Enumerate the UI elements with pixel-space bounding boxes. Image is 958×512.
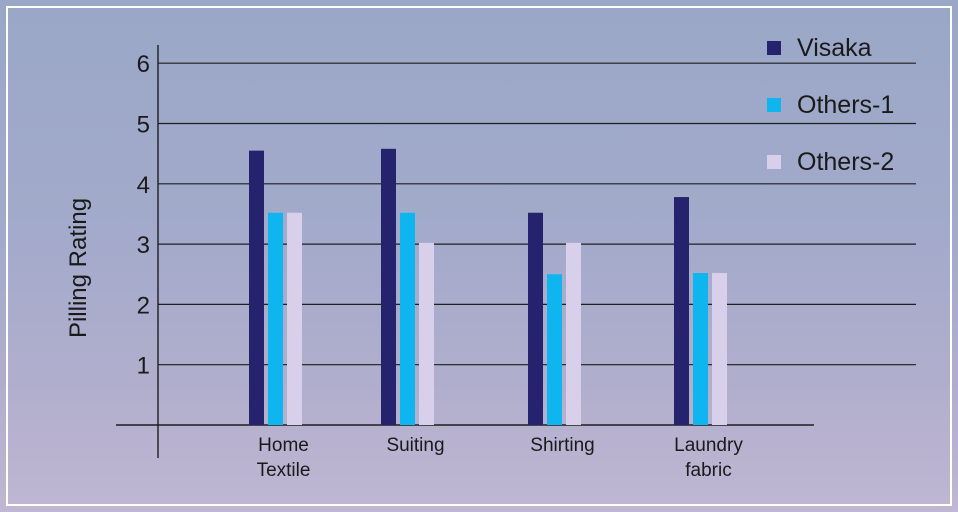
y-tick-label: 4 bbox=[137, 172, 150, 199]
chart-border bbox=[6, 6, 952, 506]
x-category-label: Suiting bbox=[386, 435, 444, 456]
bar-visaka-1 bbox=[249, 150, 264, 425]
y-tick-labels: 1 2 3 4 5 6 bbox=[137, 51, 150, 380]
bar-visaka-4 bbox=[674, 197, 689, 425]
category-labels: Home Textile Suiting Shirting Laundry fabric bbox=[257, 435, 744, 481]
y-tick-label: 2 bbox=[137, 292, 150, 319]
bar-others-1-4 bbox=[693, 273, 708, 425]
bar-others-2-4 bbox=[712, 273, 727, 425]
bar-others-1-1 bbox=[268, 212, 283, 425]
x-category-label: fabric bbox=[685, 460, 731, 481]
legend-label: Visaka bbox=[797, 34, 872, 62]
legend-swatch-visaka bbox=[767, 41, 781, 55]
legend-swatch-others-1 bbox=[767, 98, 781, 112]
y-tick-label: 3 bbox=[137, 232, 150, 259]
gridlines bbox=[158, 62, 916, 366]
bar-visaka-2 bbox=[381, 148, 396, 426]
legend-swatch-others-2 bbox=[767, 155, 781, 169]
bar-others-2-1 bbox=[287, 212, 302, 425]
bar-others-2-2 bbox=[419, 242, 434, 425]
legend-label: Others-2 bbox=[797, 148, 894, 176]
axes bbox=[116, 45, 814, 458]
bar-others-1-2 bbox=[400, 212, 415, 425]
bar-others-2-3 bbox=[566, 242, 581, 425]
y-axis-label: Pilling Rating bbox=[65, 198, 92, 338]
bar-visaka-3 bbox=[528, 212, 543, 425]
y-tick-label: 6 bbox=[137, 51, 150, 78]
x-category-label: Shirting bbox=[530, 435, 594, 456]
bar-others-1-3 bbox=[547, 274, 562, 425]
y-tick-label: 1 bbox=[137, 353, 150, 380]
x-category-label: Home bbox=[258, 435, 309, 456]
x-category-label: Textile bbox=[257, 460, 311, 481]
bars bbox=[249, 148, 727, 426]
legend: Visaka Others-1 Others-2 bbox=[767, 34, 894, 176]
y-tick-label: 5 bbox=[137, 112, 150, 139]
x-category-label: Laundry bbox=[674, 435, 743, 456]
legend-label: Others-1 bbox=[797, 91, 894, 119]
